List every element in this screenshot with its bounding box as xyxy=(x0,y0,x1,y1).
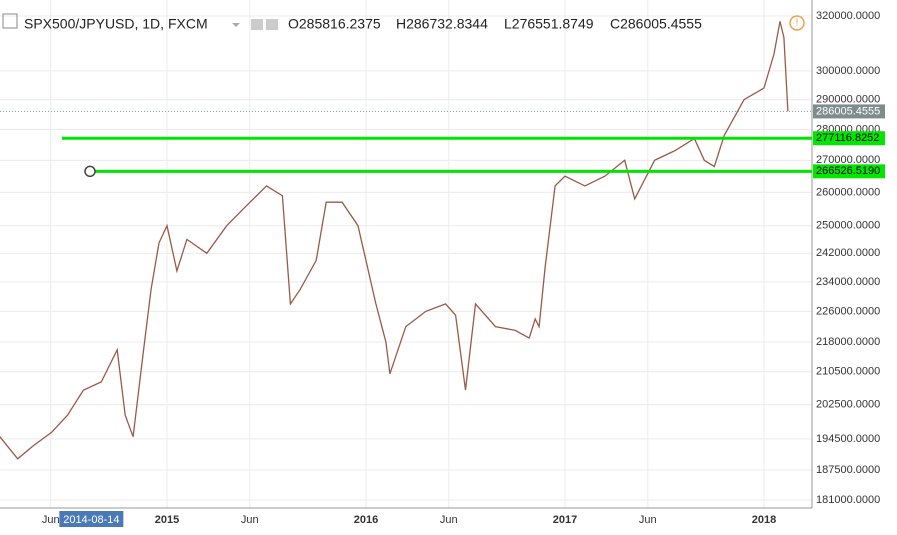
price-line xyxy=(0,21,789,460)
x-tick-label: Jun xyxy=(241,514,259,526)
crosshair-label: 2014-08-14 xyxy=(63,514,119,526)
horizontal-line-box xyxy=(813,131,885,146)
plot-area xyxy=(0,0,812,508)
ohlc-close: C286005.4555 xyxy=(610,16,702,32)
y-tick-label: 290000.0000 xyxy=(816,94,880,106)
y-tick-label: 300000.0000 xyxy=(816,65,880,77)
y-tick-label: 242000.0000 xyxy=(816,247,880,259)
y-tick-label: 194500.0000 xyxy=(816,433,880,445)
y-tick-label: 270000.0000 xyxy=(816,154,880,166)
y-tick-label: 234000.0000 xyxy=(816,276,880,288)
settings-icon[interactable] xyxy=(251,19,263,30)
x-tick-label: Jun xyxy=(440,514,458,526)
x-tick-label: 2015 xyxy=(155,514,179,526)
y-tick-label: 187500.0000 xyxy=(816,464,880,476)
ohlc-open: O285816.2375 xyxy=(288,16,381,32)
horizontal-line-box xyxy=(813,164,885,179)
y-tick-label: 181000.0000 xyxy=(816,494,880,506)
x-tick-label: 2018 xyxy=(752,514,776,526)
alert-mark: ! xyxy=(796,18,799,29)
x-tick-label: Jun xyxy=(42,514,60,526)
symbol-title: SPX500/JPYUSD, 1D, FXCM xyxy=(24,16,208,32)
y-tick-label: 218000.0000 xyxy=(816,336,880,348)
eye-icon[interactable] xyxy=(266,19,278,30)
ohlc-low: L276551.8749 xyxy=(504,16,594,32)
last-price-label: 286005.4555 xyxy=(816,105,880,117)
y-tick-label: 320000.0000 xyxy=(816,10,880,22)
x-tick-label: 2016 xyxy=(354,514,378,526)
y-tick-label: 260000.0000 xyxy=(816,186,880,198)
dropdown-icon[interactable] xyxy=(232,23,240,27)
y-tick-label: 226000.0000 xyxy=(816,305,880,317)
y-tick-label: 202500.0000 xyxy=(816,399,880,411)
line-handle xyxy=(84,165,96,178)
y-tick-label: 210500.0000 xyxy=(816,366,880,378)
alert-icon[interactable] xyxy=(789,15,805,31)
horizontal-line-label: 266526.5190 xyxy=(816,165,880,177)
crosshair-box xyxy=(59,511,124,527)
ohlc-high: H286732.8344 xyxy=(396,16,488,32)
y-tick-label: 250000.0000 xyxy=(816,220,880,232)
x-tick-label: Jun xyxy=(639,514,657,526)
last-price-box xyxy=(813,104,885,119)
collapse-icon[interactable] xyxy=(2,13,18,29)
horizontal-line-label: 277116.8252 xyxy=(816,132,879,144)
x-tick-label: 2017 xyxy=(553,514,577,526)
